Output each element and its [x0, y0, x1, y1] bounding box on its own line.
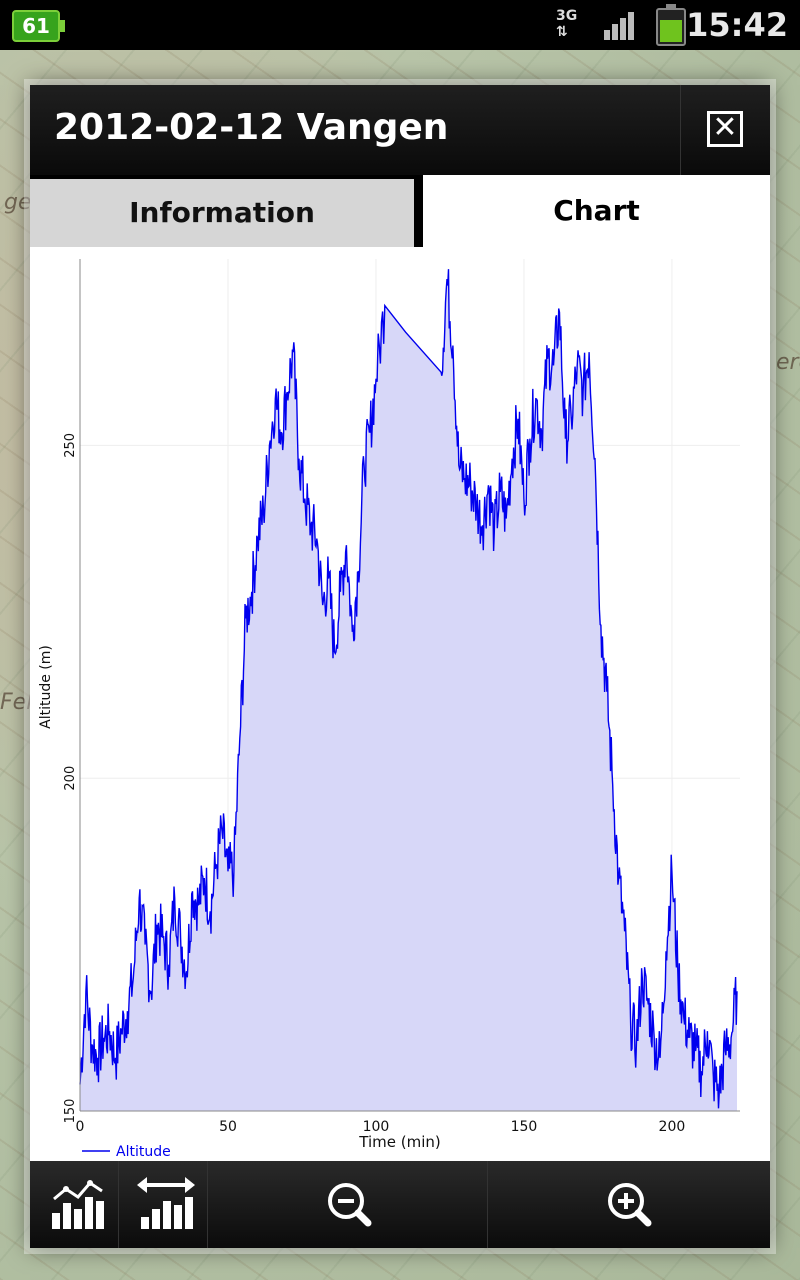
chart-toolbar	[30, 1161, 770, 1248]
legend-label: Altitude	[116, 1144, 171, 1160]
tab-chart[interactable]: Chart	[423, 175, 770, 247]
close-icon[interactable]: ✕	[707, 111, 743, 147]
altitude-area	[80, 269, 737, 1112]
y-tick-labels: 150 200 250	[63, 433, 78, 1123]
status-bar: 61 3G ⇅ 15:42	[0, 0, 800, 50]
map-label: ge	[4, 190, 32, 215]
x-axis-label: Time (min)	[358, 1133, 440, 1151]
x-tick-label: 50	[219, 1119, 237, 1135]
x-tick-label: 200	[659, 1119, 686, 1135]
chart-stats-icon[interactable]	[30, 1161, 119, 1248]
x-tick-label: 100	[363, 1119, 390, 1135]
network-type-icon: 3G ⇅	[556, 8, 590, 42]
chart-svg[interactable]: 0 50 100 150 200 150 200 250 Time (min) Altitu…	[30, 247, 770, 1161]
dialog-title: 2012-02-12 Vangen	[54, 107, 449, 148]
tab-bar: Information Chart	[30, 175, 770, 247]
x-tick-label: 0	[76, 1119, 85, 1135]
x-tick-label: 150	[511, 1119, 538, 1135]
chart-range-icon[interactable]	[119, 1161, 208, 1248]
altitude-chart[interactable]: 0 50 100 150 200 150 200 250 Time (min) Altitu…	[30, 247, 770, 1161]
y-tick-label: 250	[63, 433, 78, 458]
signal-strength-icon	[604, 12, 636, 40]
y-tick-label: 150	[63, 1099, 78, 1124]
x-tick-labels: 0 50 100 150 200	[76, 1119, 686, 1135]
network-label: 3G	[556, 8, 578, 24]
track-dialog: 2012-02-12 Vangen ✕ Information Chart 0 5…	[30, 85, 770, 1248]
data-arrows-icon: ⇅	[556, 24, 568, 40]
close-button[interactable]: ✕	[680, 85, 771, 175]
zoom-in-icon[interactable]	[488, 1161, 770, 1248]
chart-range-button[interactable]	[119, 1161, 208, 1248]
y-axis-label: Altitude (m)	[38, 645, 54, 729]
map-label: ere	[776, 350, 800, 375]
zoom-out-button[interactable]	[208, 1161, 488, 1248]
y-tick-label: 200	[63, 766, 78, 791]
zoom-in-button[interactable]	[488, 1161, 770, 1248]
tab-information[interactable]: Information	[30, 175, 418, 247]
zoom-out-icon[interactable]	[208, 1161, 488, 1248]
dialog-title-bar: 2012-02-12 Vangen ✕	[30, 85, 770, 175]
chart-stats-button[interactable]	[30, 1161, 119, 1248]
clock: 15:42	[686, 6, 788, 44]
battery-icon	[656, 4, 686, 46]
altitude-line	[79, 269, 738, 1109]
battery-percent-icon: 61	[12, 10, 65, 42]
